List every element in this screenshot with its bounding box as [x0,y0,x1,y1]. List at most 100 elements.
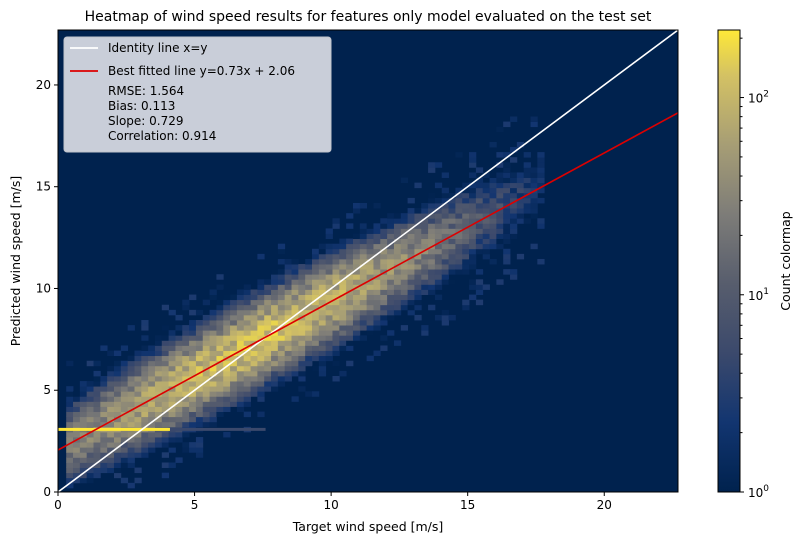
heatmap-cell [393,243,402,250]
heatmap-cell [421,279,429,285]
heatmap-cell [530,243,538,250]
heatmap-cell [168,335,176,341]
heatmap-cell [141,381,149,387]
heatmap-cell [352,203,361,209]
heatmap-cell [113,401,122,407]
heatmap-cell [216,375,224,382]
heatmap-cell [339,370,347,377]
heatmap-cell [489,218,497,224]
heatmap-cell [400,233,409,240]
heatmap-cell [312,304,320,311]
heatmap-cell [325,345,333,351]
heatmap-cell [86,396,94,402]
heatmap-cell [223,320,231,326]
heatmap-cell [407,238,415,245]
heatmap-cell [168,375,176,382]
heatmap-cell [359,233,368,240]
heatmap-cell [475,299,484,306]
heatmap-cell [202,406,210,413]
heatmap-cell [120,437,129,443]
heatmap-cell [462,218,470,224]
heatmap-cell [373,203,381,209]
heatmap-cell [277,335,286,341]
heatmap-cell [373,299,381,306]
heatmap-cell [537,258,545,265]
heatmap-cell [298,370,306,377]
heatmap-cell [503,253,511,260]
heatmap-cell [66,431,74,438]
heatmap-cell [284,299,292,306]
heatmap-cell [127,457,135,463]
heatmap-cell [434,182,443,189]
heatmap-cell [66,472,74,479]
heatmap-cell [496,218,504,224]
y-tick-label: 20 [36,78,51,92]
heatmap-cell [455,203,463,209]
heatmap-cell [100,381,108,387]
heatmap-cell [332,330,340,336]
heatmap-cell [73,457,81,463]
heatmap-cell [141,411,149,418]
heatmap-cell [298,299,306,306]
heatmap-cell [346,360,354,367]
heatmap-cell [352,325,361,331]
heatmap-cell [154,421,163,428]
heatmap-cell [223,335,231,341]
heatmap-cell [291,309,299,316]
heatmap-cell [243,360,251,367]
heatmap-cell [434,279,443,285]
heatmap-cell [209,309,217,316]
heatmap-cell [134,386,142,392]
heatmap-cell [113,370,122,377]
heatmap-cell [318,325,327,331]
heatmap-cell [407,233,415,240]
heatmap-cell [380,320,388,326]
heatmap-cell [182,442,190,448]
heatmap-cell [421,248,429,255]
heatmap-cell [113,447,122,453]
heatmap-cell [516,172,525,178]
heatmap-cell [271,309,279,316]
heatmap-cell [100,375,108,382]
heatmap-cell [223,340,231,346]
heatmap-cell [223,294,231,301]
heatmap-cell [332,264,340,270]
heatmap-cell [475,167,484,173]
heatmap-cell [134,416,142,423]
heatmap-cell [236,396,245,402]
heatmap-cell [298,335,306,341]
heatmap-cell [305,335,313,341]
heatmap-cell [182,401,190,407]
heatmap-cell [523,177,531,184]
heatmap-cell [154,396,163,402]
heatmap-cell [352,264,361,270]
heatmap-cell [489,141,497,148]
heatmap-cell [66,482,74,489]
heatmap-cell [243,375,251,382]
heatmap-cell [346,238,354,245]
heatmap-cell [400,223,409,229]
heatmap-cell [373,269,381,275]
heatmap-cell [107,381,115,387]
heatmap-cell [318,345,327,351]
heatmap-cell [448,269,456,275]
heatmap-cell [325,243,333,250]
heatmap-cell [434,208,443,214]
heatmap-cell [312,258,320,265]
heatmap-cell [113,381,122,387]
heatmap-cell [120,477,129,484]
heatmap-cell [332,340,340,346]
heatmap-cell [161,345,170,351]
heatmap-cell [113,411,122,418]
heatmap-cell [223,330,231,336]
heatmap-cell [66,411,74,418]
heatmap-cell [366,253,374,260]
heatmap-cell [380,279,388,285]
heatmap-cell [339,279,347,285]
heatmap-cell [243,345,251,351]
heatmap-cell [428,197,436,204]
heatmap-cell [469,228,477,234]
heatmap-cell [387,218,395,224]
heatmap-cell [421,330,429,336]
heatmap-cell [489,208,497,214]
